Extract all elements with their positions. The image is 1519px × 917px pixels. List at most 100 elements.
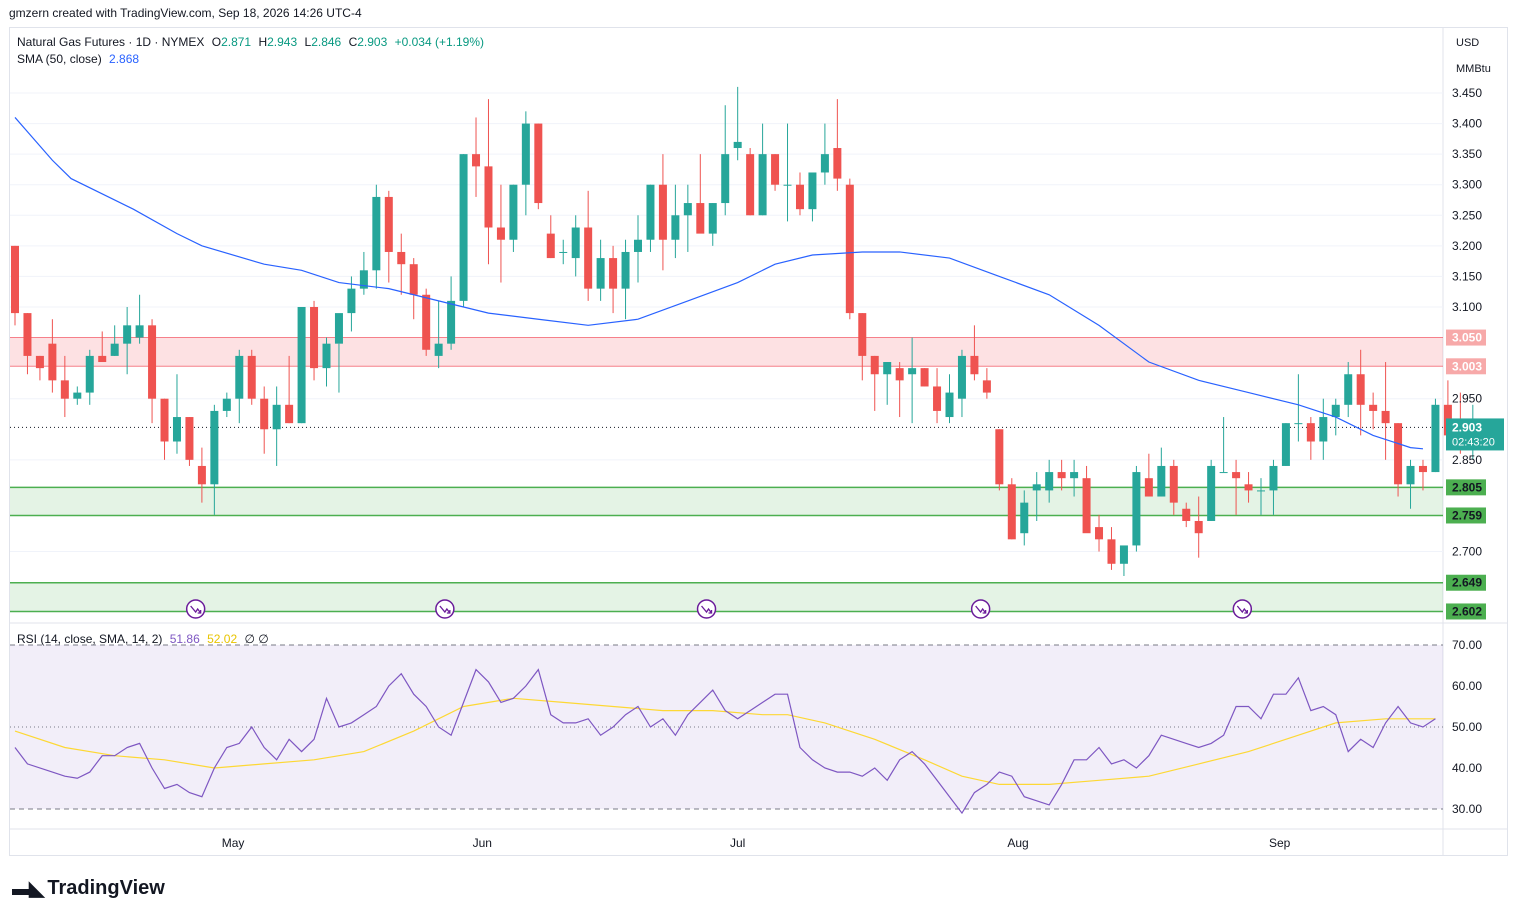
candle-body[interactable]: [222, 398, 231, 411]
candle-body[interactable]: [285, 404, 294, 424]
candle-body[interactable]: [795, 184, 804, 210]
candle-body[interactable]: [185, 417, 194, 460]
candle-body[interactable]: [621, 251, 630, 289]
candle-body[interactable]: [1169, 465, 1178, 503]
candle-body[interactable]: [1132, 472, 1141, 546]
candle-body[interactable]: [1294, 423, 1303, 425]
candle-body[interactable]: [359, 270, 368, 289]
candle-body[interactable]: [696, 203, 705, 234]
candle-body[interactable]: [459, 154, 468, 301]
candle-body[interactable]: [322, 343, 331, 369]
candle-body[interactable]: [1406, 465, 1415, 485]
candle-body[interactable]: [721, 154, 730, 204]
candle-body[interactable]: [197, 465, 206, 485]
candle-body[interactable]: [783, 184, 792, 186]
candle-body[interactable]: [123, 325, 132, 344]
candle-body[interactable]: [484, 166, 493, 228]
candle-body[interactable]: [908, 368, 917, 375]
event-marker-icon[interactable]: [970, 599, 991, 619]
candle-body[interactable]: [546, 233, 555, 259]
candle-body[interactable]: [1344, 374, 1353, 405]
candle-body[interactable]: [808, 172, 817, 210]
candle-body[interactable]: [148, 325, 157, 399]
candle-body[interactable]: [820, 154, 829, 173]
candle-body[interactable]: [23, 313, 32, 356]
candle-body[interactable]: [870, 355, 879, 375]
candle-body[interactable]: [1257, 490, 1265, 492]
candle-body[interactable]: [895, 368, 904, 381]
candle-body[interactable]: [646, 184, 655, 240]
candle-body[interactable]: [472, 154, 481, 167]
candle-body[interactable]: [584, 227, 593, 289]
candle-body[interactable]: [559, 251, 568, 253]
candle-body[interactable]: [1281, 423, 1290, 466]
candle-body[interactable]: [35, 355, 44, 369]
candle-body[interactable]: [210, 410, 219, 485]
candle-body[interactable]: [1045, 472, 1054, 491]
candle-body[interactable]: [658, 184, 667, 240]
candle-body[interactable]: [920, 368, 929, 387]
candle-body[interactable]: [1319, 417, 1328, 442]
candle-body[interactable]: [135, 325, 144, 338]
candle-body[interactable]: [1431, 404, 1440, 473]
candle-body[interactable]: [571, 227, 580, 259]
candle-body[interactable]: [160, 398, 169, 442]
event-marker-icon[interactable]: [1232, 599, 1253, 619]
candle-body[interactable]: [1331, 404, 1340, 418]
candle-body[interactable]: [73, 392, 82, 399]
candle-body[interactable]: [1194, 520, 1203, 534]
candle-body[interactable]: [995, 429, 1004, 485]
candle-body[interactable]: [746, 154, 755, 216]
candle-body[interactable]: [970, 355, 979, 375]
candle-body[interactable]: [609, 258, 618, 289]
candle-body[interactable]: [933, 386, 942, 411]
candle-body[interactable]: [397, 251, 406, 265]
candle-body[interactable]: [1381, 410, 1390, 424]
candle-body[interactable]: [945, 392, 954, 418]
candle-body[interactable]: [409, 264, 418, 295]
candle-body[interactable]: [235, 355, 244, 399]
candle-body[interactable]: [1032, 484, 1041, 491]
candle-body[interactable]: [1219, 472, 1228, 474]
candle-body[interactable]: [1356, 374, 1365, 405]
event-marker-icon[interactable]: [696, 599, 717, 619]
candle-body[interactable]: [384, 196, 393, 252]
candle-body[interactable]: [1095, 527, 1104, 540]
candle-body[interactable]: [1394, 423, 1403, 485]
candle-body[interactable]: [634, 239, 642, 252]
candle-body[interactable]: [1070, 472, 1079, 479]
candle-body[interactable]: [1269, 465, 1278, 491]
candle-body[interactable]: [247, 355, 256, 399]
candle-body[interactable]: [982, 380, 991, 393]
candle-body[interactable]: [858, 313, 867, 356]
candle-body[interactable]: [85, 355, 94, 393]
candle-body[interactable]: [671, 215, 680, 240]
candle-body[interactable]: [496, 227, 505, 240]
candle-body[interactable]: [957, 355, 966, 399]
candle-body[interactable]: [1119, 545, 1128, 564]
candle-body[interactable]: [509, 184, 518, 240]
candle-body[interactable]: [310, 306, 319, 369]
candle-body[interactable]: [521, 123, 530, 185]
candle-body[interactable]: [1107, 539, 1116, 564]
candle-body[interactable]: [1007, 484, 1016, 540]
candle-body[interactable]: [1057, 472, 1066, 479]
candle-body[interactable]: [98, 355, 107, 363]
candle-body[interactable]: [883, 362, 892, 375]
candle-body[interactable]: [1418, 465, 1427, 473]
candle-body[interactable]: [60, 380, 69, 399]
candle-body[interactable]: [1244, 484, 1253, 491]
candle-body[interactable]: [334, 313, 343, 344]
candle-body[interactable]: [683, 203, 692, 216]
candle-body[interactable]: [733, 141, 742, 149]
candle-body[interactable]: [297, 306, 306, 424]
candle-body[interactable]: [48, 343, 57, 381]
candle-body[interactable]: [447, 300, 456, 344]
candle-body[interactable]: [1232, 472, 1241, 479]
candle-body[interactable]: [845, 184, 854, 314]
candle-body[interactable]: [422, 294, 431, 350]
candle-body[interactable]: [708, 203, 717, 234]
candle-body[interactable]: [833, 148, 842, 179]
candle-body[interactable]: [1020, 502, 1029, 534]
